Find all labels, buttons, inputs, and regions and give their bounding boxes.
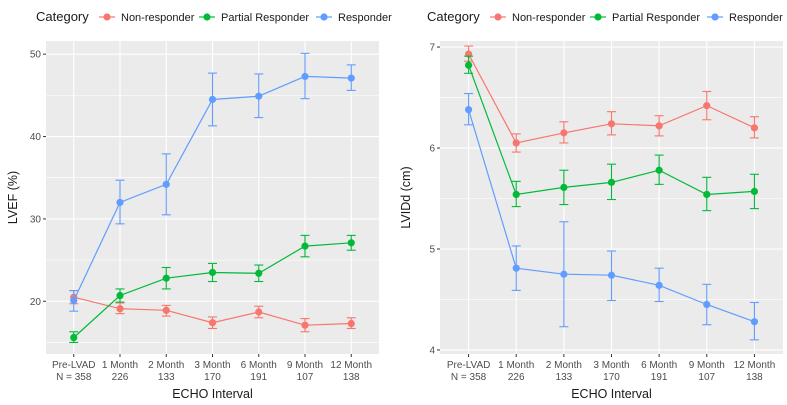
left-series	[69, 52, 356, 344]
left-data-point	[347, 239, 355, 247]
left-y-axis: 20 30 40 50	[30, 50, 46, 308]
right-data-point	[512, 190, 520, 199]
left-series-partial-responder	[69, 234, 356, 344]
left-data-point	[208, 95, 217, 104]
right-x-tick-label: 2 Month 133	[546, 360, 582, 383]
left-data-point	[162, 274, 170, 282]
left-x-axis-title: ECHO Interval	[172, 387, 253, 401]
right-y-axis: 4 5 6 7	[429, 43, 440, 356]
left-data-point	[255, 269, 263, 277]
right-x-tick-label: 12 Month 138	[734, 360, 776, 383]
right-data-point	[560, 183, 568, 192]
right-x-axis-title: ECHO Interval	[571, 387, 652, 401]
left-data-point	[255, 308, 263, 316]
left-y-tick-label: 30	[30, 214, 42, 225]
right-legend-label-partial-responder: Partial Responder	[612, 12, 700, 24]
left-data-point	[301, 72, 309, 81]
left-series-responder	[69, 52, 356, 312]
left-data-point	[301, 242, 309, 250]
left-x-tick-label: 9 Month 107	[287, 360, 323, 383]
right-data-point	[464, 106, 473, 114]
right-data-point	[703, 102, 711, 110]
right-legend: Category Non-responder Partial Responder…	[427, 9, 783, 24]
right-legend-key-partial-responder	[590, 13, 606, 21]
right-series-responder	[464, 92, 759, 341]
right-data-point	[607, 271, 616, 279]
right-x-tick-label: 1 Month 226	[498, 360, 534, 383]
right-data-point	[560, 270, 568, 278]
left-data-point	[162, 306, 170, 314]
right-data-point	[655, 281, 663, 289]
right-data-point	[464, 61, 473, 69]
left-data-point	[162, 180, 170, 188]
right-x-tick-label: 9 Month 107	[689, 360, 725, 383]
right-y-tick-label: 6	[429, 144, 435, 155]
left-x-axis: Pre-LVAD N = 358 1 Month 226 2 Month 133 3 Mon…	[52, 354, 372, 383]
left-legend-label-non-responder: Non-responder	[121, 12, 195, 24]
left-data-point	[116, 198, 124, 207]
left-legend: Category Non-responder Partial Responder…	[36, 9, 392, 24]
right-data-point	[560, 129, 568, 137]
right-data-point	[750, 187, 759, 196]
right-legend-label-non-responder: Non-responder	[512, 12, 586, 24]
left-data-point	[208, 268, 217, 277]
left-data-point	[347, 319, 355, 328]
right-x-tick-label: 3 Month 170	[593, 360, 629, 383]
right-data-point	[750, 318, 759, 326]
left-x-tick-label: 3 Month 170	[194, 360, 230, 383]
right-legend-key-responder	[707, 13, 723, 21]
right-y-tick-label: 7	[429, 43, 435, 54]
right-data-point	[512, 139, 520, 147]
left-legend-title: Category	[36, 9, 89, 24]
left-data-point	[301, 321, 309, 329]
right-legend-key-non-responder	[490, 13, 506, 21]
left-data-point	[116, 291, 124, 300]
right-series-partial-responder	[464, 55, 759, 212]
right-y-tick-label: 4	[429, 345, 435, 356]
right-data-point	[655, 122, 663, 130]
right-data-point	[703, 300, 711, 309]
left-data-point	[208, 319, 217, 327]
left-x-tick-label: Pre-LVAD N = 358	[52, 360, 96, 383]
left-x-tick-label: 6 Month 191	[241, 360, 277, 383]
right-data-point	[512, 264, 520, 272]
left-panel: Category Non-responder Partial Responder…	[6, 9, 392, 401]
right-y-axis-title: LVIDd (cm)	[399, 166, 413, 228]
left-legend-label-responder: Responder	[338, 12, 392, 24]
right-x-axis: Pre-LVAD N = 358 1 Month 226 2 Month 133 3 Mon…	[447, 354, 775, 383]
left-x-tick-label: 2 Month 133	[148, 360, 184, 383]
left-x-tick-label: 12 Month 138	[330, 360, 372, 383]
left-data-point	[347, 74, 355, 82]
right-data-point	[750, 124, 759, 132]
right-data-point	[607, 120, 616, 128]
right-x-tick-label: 6 Month 191	[641, 360, 677, 383]
left-y-axis-title: LVEF (%)	[6, 171, 20, 224]
left-legend-label-partial-responder: Partial Responder	[221, 12, 309, 24]
left-data-point	[70, 296, 78, 305]
right-legend-label-responder: Responder	[729, 12, 783, 24]
left-y-tick-label: 40	[30, 132, 42, 143]
left-y-tick-label: 20	[30, 297, 42, 308]
left-data-point	[116, 305, 124, 313]
right-y-tick-label: 5	[429, 244, 435, 255]
left-y-tick-label: 50	[30, 50, 42, 61]
left-data-point	[255, 92, 263, 100]
right-legend-title: Category	[427, 9, 480, 24]
left-legend-key-non-responder	[99, 13, 115, 21]
left-legend-key-responder	[316, 13, 332, 21]
right-series	[464, 45, 759, 341]
right-data-point	[655, 166, 663, 174]
left-legend-key-partial-responder	[199, 13, 215, 21]
right-panel: Category Non-responder Partial Responder…	[399, 9, 783, 401]
right-x-tick-label: Pre-LVAD N = 358	[447, 360, 491, 383]
left-data-point	[70, 333, 78, 342]
right-series-non-responder	[464, 45, 759, 153]
right-data-point	[607, 178, 616, 186]
right-data-point	[703, 190, 711, 199]
left-x-tick-label: 1 Month 226	[102, 360, 138, 383]
